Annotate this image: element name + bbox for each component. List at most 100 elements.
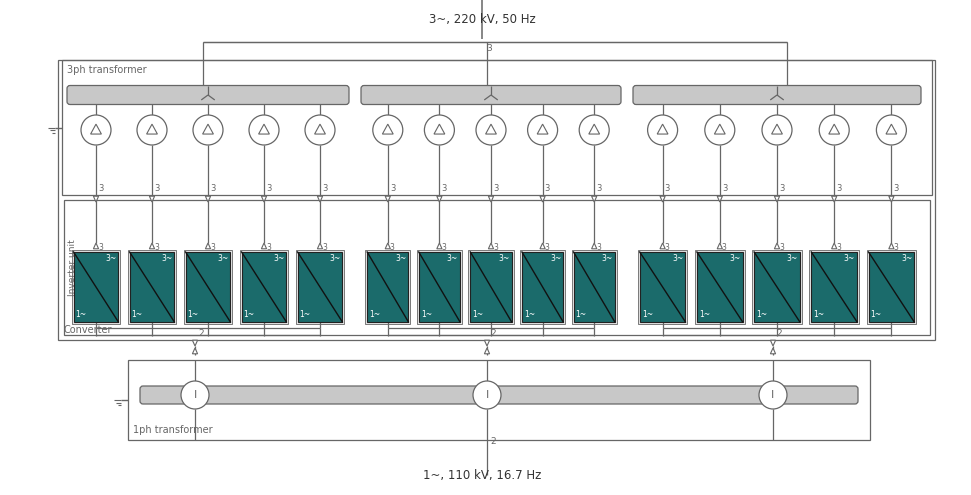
Text: Inverter unit: Inverter unit bbox=[68, 239, 77, 296]
Text: 3~: 3~ bbox=[729, 254, 741, 263]
Bar bbox=[812, 252, 857, 322]
Text: 2: 2 bbox=[490, 437, 495, 446]
Polygon shape bbox=[718, 196, 722, 202]
Text: 3: 3 bbox=[322, 184, 327, 193]
Text: 1ph transformer: 1ph transformer bbox=[133, 425, 213, 435]
Polygon shape bbox=[150, 243, 154, 249]
Text: 2: 2 bbox=[490, 329, 495, 338]
Text: 3: 3 bbox=[779, 243, 784, 252]
Text: 3~: 3~ bbox=[901, 254, 913, 263]
Polygon shape bbox=[485, 340, 489, 346]
Text: 3: 3 bbox=[596, 184, 602, 193]
Text: 2: 2 bbox=[776, 329, 782, 338]
Text: 3: 3 bbox=[721, 184, 727, 193]
Bar bbox=[697, 252, 743, 322]
Bar bbox=[574, 252, 615, 322]
Circle shape bbox=[249, 115, 279, 145]
Text: 1~: 1~ bbox=[699, 310, 710, 319]
Bar bbox=[74, 252, 118, 322]
Text: 3~: 3~ bbox=[273, 254, 285, 263]
Polygon shape bbox=[93, 196, 99, 202]
Text: 1~: 1~ bbox=[300, 310, 311, 319]
Text: 1~: 1~ bbox=[420, 310, 432, 319]
Circle shape bbox=[820, 115, 850, 145]
Text: 3~: 3~ bbox=[672, 254, 684, 263]
Polygon shape bbox=[718, 243, 722, 249]
Text: 3: 3 bbox=[545, 184, 550, 193]
Polygon shape bbox=[437, 196, 442, 202]
Text: 3: 3 bbox=[545, 243, 550, 252]
Circle shape bbox=[424, 115, 454, 145]
Polygon shape bbox=[485, 348, 489, 354]
Bar bbox=[297, 252, 343, 322]
Text: 2: 2 bbox=[198, 329, 204, 338]
Text: 3: 3 bbox=[266, 243, 271, 252]
Bar bbox=[695, 250, 745, 324]
Text: 1~: 1~ bbox=[244, 310, 254, 319]
Bar bbox=[470, 252, 512, 322]
Polygon shape bbox=[93, 243, 99, 249]
Circle shape bbox=[759, 381, 787, 409]
Bar bbox=[754, 252, 800, 322]
Polygon shape bbox=[192, 348, 198, 354]
Text: 3: 3 bbox=[389, 243, 394, 252]
Bar bbox=[640, 252, 686, 322]
Text: 3: 3 bbox=[98, 243, 103, 252]
Bar bbox=[72, 250, 120, 324]
Text: 3: 3 bbox=[154, 184, 159, 193]
Polygon shape bbox=[888, 196, 894, 202]
Text: 3~: 3~ bbox=[447, 254, 458, 263]
Text: 1~: 1~ bbox=[756, 310, 767, 319]
Text: 3: 3 bbox=[322, 243, 327, 252]
Bar bbox=[58, 60, 935, 340]
Circle shape bbox=[476, 115, 506, 145]
Bar bbox=[64, 200, 930, 335]
Polygon shape bbox=[385, 196, 390, 202]
Text: 3: 3 bbox=[210, 243, 215, 252]
Circle shape bbox=[527, 115, 557, 145]
FancyBboxPatch shape bbox=[633, 86, 921, 104]
Text: 3: 3 bbox=[596, 243, 601, 252]
Bar bbox=[809, 250, 859, 324]
Circle shape bbox=[648, 115, 678, 145]
Text: 3: 3 bbox=[210, 184, 216, 193]
Text: 3: 3 bbox=[836, 243, 841, 252]
Bar bbox=[572, 250, 617, 324]
Circle shape bbox=[705, 115, 735, 145]
Polygon shape bbox=[775, 243, 780, 249]
Text: 3~: 3~ bbox=[787, 254, 798, 263]
Polygon shape bbox=[831, 196, 837, 202]
Bar bbox=[419, 252, 460, 322]
Bar bbox=[519, 250, 565, 324]
Text: I: I bbox=[771, 390, 775, 400]
Bar bbox=[240, 250, 288, 324]
Text: 1~: 1~ bbox=[187, 310, 199, 319]
Polygon shape bbox=[775, 196, 780, 202]
Text: 3~: 3~ bbox=[602, 254, 613, 263]
Circle shape bbox=[137, 115, 167, 145]
Circle shape bbox=[473, 381, 501, 409]
Circle shape bbox=[877, 115, 906, 145]
Polygon shape bbox=[385, 243, 390, 249]
Text: 1~: 1~ bbox=[814, 310, 824, 319]
FancyBboxPatch shape bbox=[140, 386, 858, 404]
Text: 3: 3 bbox=[493, 184, 498, 193]
Polygon shape bbox=[770, 348, 776, 354]
Text: 3~: 3~ bbox=[550, 254, 561, 263]
Polygon shape bbox=[831, 243, 837, 249]
Polygon shape bbox=[591, 243, 597, 249]
Circle shape bbox=[193, 115, 223, 145]
Bar bbox=[417, 250, 462, 324]
Polygon shape bbox=[591, 196, 597, 202]
Bar bbox=[242, 252, 286, 322]
Text: 3~: 3~ bbox=[498, 254, 510, 263]
Text: 3: 3 bbox=[893, 243, 898, 252]
Text: 3: 3 bbox=[721, 243, 726, 252]
Polygon shape bbox=[488, 196, 493, 202]
Text: 1~: 1~ bbox=[472, 310, 484, 319]
Bar bbox=[866, 250, 917, 324]
Polygon shape bbox=[261, 196, 267, 202]
Bar bbox=[468, 250, 514, 324]
Polygon shape bbox=[206, 243, 211, 249]
Text: 1~: 1~ bbox=[576, 310, 586, 319]
